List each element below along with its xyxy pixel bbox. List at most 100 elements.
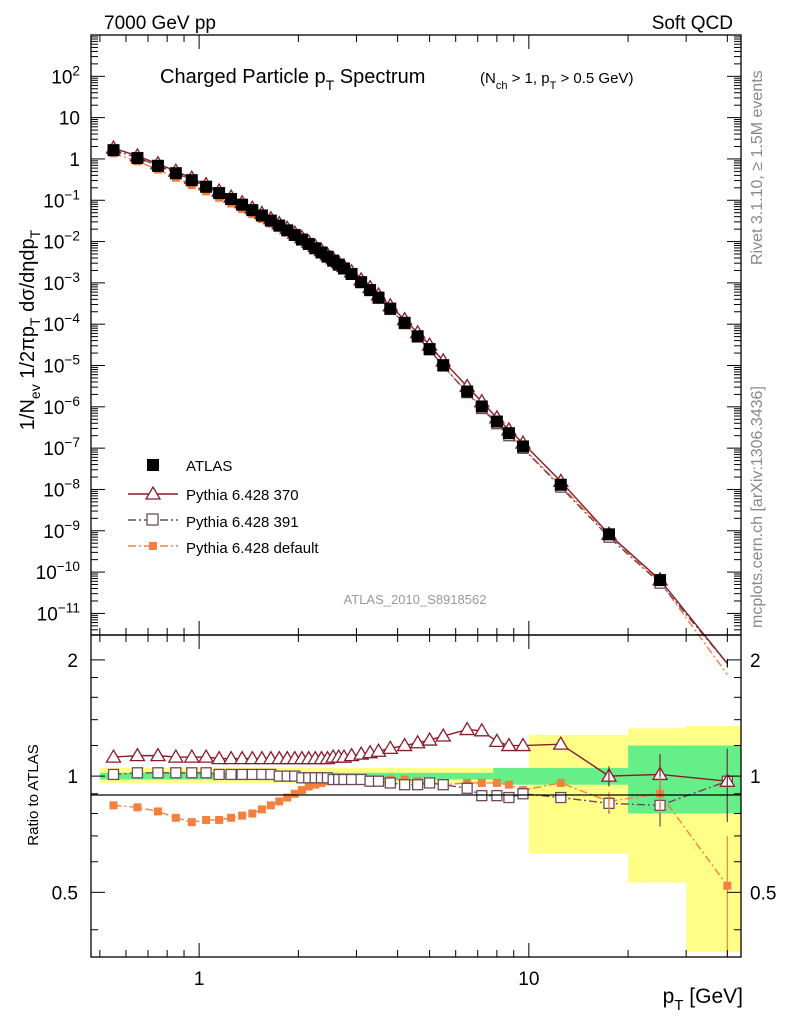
main-line-2 <box>113 147 728 665</box>
axis-tick-labels: 10−1110−1010−910−810−710−610−510−410−310… <box>36 63 777 990</box>
main-point-3-34 <box>490 415 503 428</box>
ratio-point-0-15 <box>297 786 306 795</box>
ratio-point-2-26 <box>370 742 387 757</box>
ratio-point-2-6 <box>210 750 228 765</box>
legend-label-391: Pythia 6.428 391 <box>186 514 299 531</box>
ratio-point-1-31 <box>437 779 449 791</box>
ratio-point-2-35 <box>500 737 518 752</box>
main-y-tick-label-4: 10−7 <box>43 435 80 460</box>
x-tick-label-1: 10 <box>518 969 539 990</box>
ratio-point-2-33 <box>473 722 490 737</box>
ratio-point-0-35 <box>504 780 513 789</box>
main-point-3-37 <box>554 478 567 491</box>
main-point-3-5 <box>200 180 213 193</box>
ratio-point-1-37 <box>555 791 567 804</box>
legend-label-default: Pythia 6.428 default <box>186 540 319 557</box>
legend-marker-391 <box>146 513 159 526</box>
main-point-3-2 <box>151 159 164 172</box>
ratio-plot-frame <box>90 634 742 958</box>
legend-label-370: Pythia 6.428 370 <box>186 487 299 504</box>
ratio-point-1-35 <box>503 791 515 804</box>
ratio-point-0-0 <box>109 801 118 810</box>
main-point-3-4 <box>185 174 198 187</box>
ratio-point-2-2 <box>149 747 167 762</box>
main-point-3-29 <box>411 330 424 343</box>
legend-marker-370 <box>144 485 162 500</box>
ratio-point-2-1 <box>129 747 146 762</box>
legend: ATLAS Pythia 6.428 370 Pythia 6.428 391 … <box>128 458 319 557</box>
ratio-point-0-9 <box>248 809 257 818</box>
band-stat-segment-1 <box>493 767 629 785</box>
ratio-y-tick-label-left-1: 1 <box>67 767 78 788</box>
axis-ticks <box>91 34 741 957</box>
analysis-id-watermark: ATLAS_2010_S8918562 <box>344 592 487 607</box>
ratio-point-1-28 <box>398 779 411 791</box>
header-process: Soft QCD <box>652 13 733 34</box>
ratio-point-0-7 <box>227 813 236 822</box>
main-point-3-0 <box>107 144 120 157</box>
ratio-y-tick-label-right-1: 1 <box>750 767 761 788</box>
ratio-point-1-0 <box>107 768 120 781</box>
main-point-3-3 <box>169 167 182 180</box>
ratio-point-0-33 <box>477 778 486 787</box>
main-point-3-9 <box>246 204 259 217</box>
ratio-point-2-29 <box>409 734 426 749</box>
ratio-point-2-27 <box>382 740 399 755</box>
main-point-3-6 <box>213 187 226 200</box>
ratio-point-1-32 <box>461 782 473 794</box>
ratio-point-1-29 <box>411 779 424 791</box>
main-y-tick-label-5: 10−6 <box>43 394 80 419</box>
main-point-3-1 <box>131 152 144 165</box>
chart-title: Charged Particle pT Spectrum <box>160 66 425 93</box>
ratio-point-2-37 <box>552 735 569 750</box>
ratio-point-0-6 <box>215 815 224 824</box>
ratio-point-2-0 <box>105 748 122 763</box>
main-y-tick-label-11: 1 <box>69 150 80 171</box>
main-point-3-27 <box>384 302 397 315</box>
ratio-point-1-26 <box>372 775 385 787</box>
main-point-3-35 <box>502 427 515 440</box>
ratio-point-0-14 <box>290 789 299 798</box>
ratio-point-0-5 <box>202 815 211 824</box>
data-markers <box>105 139 736 957</box>
ratio-y-tick-label-left-2: 2 <box>67 651 78 672</box>
ratio-point-2-8 <box>233 750 251 765</box>
ratio-point-0-16 <box>304 782 313 791</box>
ratio-point-2-7 <box>222 750 240 765</box>
chart-title-condition: (Nch > 1, pT > 0.5 GeV) <box>480 70 633 92</box>
header-energy: 7000 GeV pp <box>104 13 216 34</box>
main-y-tick-label-3: 10−8 <box>43 476 80 501</box>
ratio-point-2-5 <box>197 748 215 763</box>
ratio-point-2-4 <box>183 748 200 763</box>
main-point-3-26 <box>372 291 385 304</box>
ratio-point-2-28 <box>396 737 413 752</box>
ratio-point-0-2 <box>153 807 162 816</box>
main-point-3-36 <box>516 440 529 453</box>
main-point-3-30 <box>423 343 436 356</box>
band-total-segment-1 <box>528 734 629 854</box>
rivet-version-label: Rivet 3.1.10, ≥ 1.5M events <box>749 70 766 265</box>
legend-marker-default <box>149 542 157 550</box>
ratio-y-axis-label: Ratio to ATLAS <box>25 744 42 845</box>
ratio-point-1-3 <box>170 767 182 779</box>
main-point-3-8 <box>236 198 249 211</box>
ratio-point-0-10 <box>257 805 266 814</box>
ratio-point-1-1 <box>131 767 144 779</box>
main-point-3-28 <box>398 316 411 329</box>
main-y-tick-label-10: 10−1 <box>43 187 80 212</box>
ratio-point-1-6 <box>213 768 225 781</box>
ratio-point-1-30 <box>423 777 436 789</box>
main-point-3-32 <box>461 385 474 398</box>
ratio-point-2-32 <box>459 721 476 736</box>
ratio-point-1-9 <box>246 768 258 781</box>
ratio-point-2-31 <box>435 727 452 742</box>
main-point-3-23 <box>345 268 358 281</box>
ratio-point-1-4 <box>186 767 198 779</box>
main-y-tick-label-1: 10−10 <box>36 559 81 584</box>
ratio-point-0-13 <box>283 793 292 802</box>
ratio-y-tick-label-right-0: 0.5 <box>750 883 776 904</box>
main-y-tick-label-8: 10−3 <box>43 270 80 295</box>
x-axis-label: pT [GeV] <box>663 985 743 1014</box>
main-point-3-38 <box>602 528 615 541</box>
